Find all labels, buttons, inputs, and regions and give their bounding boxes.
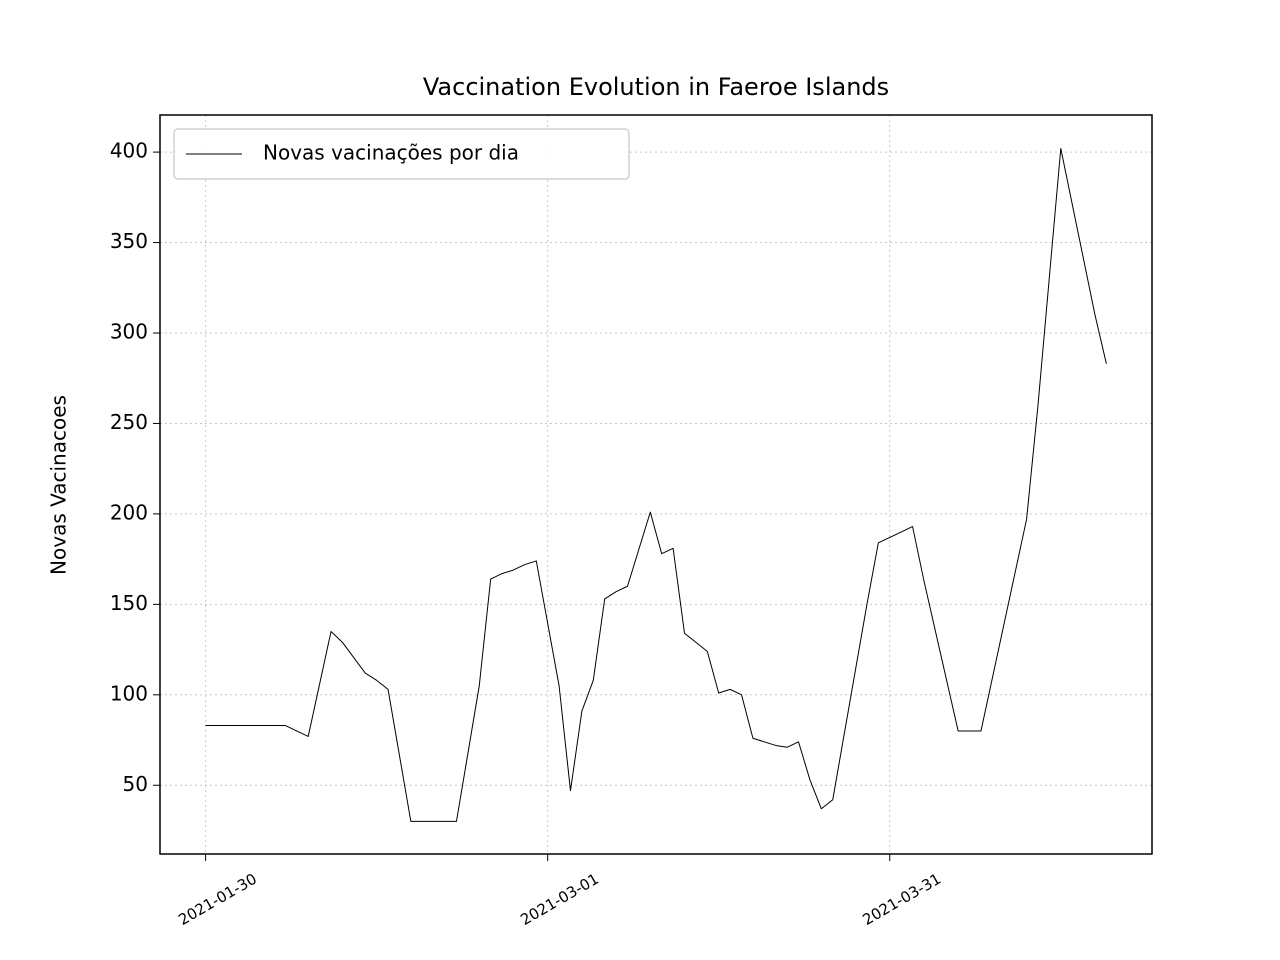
x-tick-label: 2021-01-30 (175, 870, 260, 929)
plot-area (160, 115, 1152, 854)
legend: Novas vacinações por dia (173, 128, 630, 180)
y-tick-label: 100 (110, 681, 148, 705)
x-tick-label: 2021-03-01 (517, 870, 602, 929)
y-tick-label: 150 (110, 591, 148, 615)
y-tick-label: 400 (110, 139, 148, 163)
y-tick-label: 50 (123, 772, 148, 796)
chart-title: Vaccination Evolution in Faeroe Islands (423, 73, 889, 101)
plot-frame (159, 114, 1153, 855)
y-tick-label: 350 (110, 229, 148, 253)
x-tick-label: 2021-03-31 (859, 870, 944, 929)
y-tick-label: 200 (110, 500, 148, 524)
y-axis-label: Novas Vacinacoes (47, 395, 71, 575)
y-tick-label: 300 (110, 319, 148, 343)
x-axis-label: Data (632, 959, 680, 960)
legend-box (173, 128, 630, 180)
y-tick-label: 250 (110, 410, 148, 434)
data-line (205, 147, 1107, 822)
legend-label: Novas vacinações por dia (263, 141, 519, 165)
